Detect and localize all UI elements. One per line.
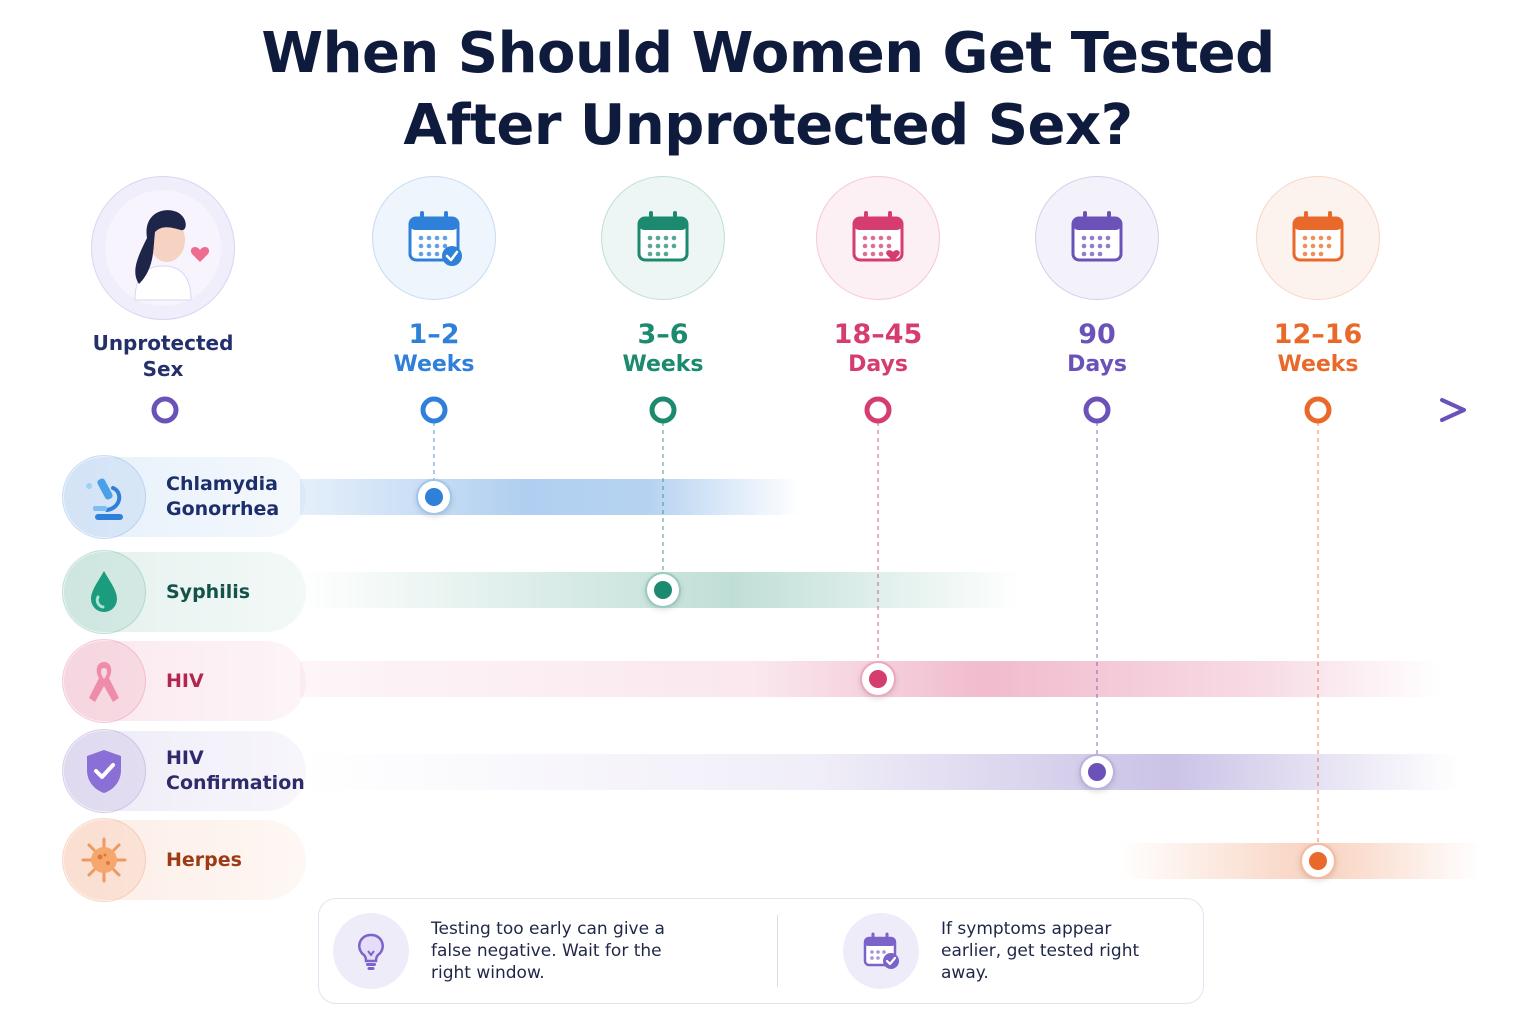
milestone-1-2-weeks: 1–2 Weeks xyxy=(339,176,529,380)
page-title: When Should Women Get Tested After Unpro… xyxy=(0,18,1536,162)
test-window-marker xyxy=(645,572,681,608)
milestone-unit: Days xyxy=(1067,352,1127,377)
tip-text: Testing too early can give a false negat… xyxy=(431,919,665,983)
disease-chlamydia-gonorrhea: Chlamydia Gonorrhea xyxy=(62,455,306,539)
shield-check-icon xyxy=(62,729,146,813)
milestone-value: 18–45 xyxy=(833,319,923,350)
disease-herpes: Herpes xyxy=(62,818,306,902)
awareness-ribbon-icon xyxy=(62,639,146,723)
calendar-icon xyxy=(1256,176,1380,300)
test-window-marker xyxy=(416,479,452,515)
milestone-value: 90 xyxy=(1078,319,1116,350)
calendar-check-icon xyxy=(372,176,496,300)
lightbulb-icon xyxy=(333,913,409,989)
calendar-icon xyxy=(601,176,725,300)
title-line-1: When Should Women Get Tested xyxy=(261,21,1275,86)
window-bar-chlamydia-gonorrhea xyxy=(300,479,800,515)
axis-arrow-icon xyxy=(1440,398,1466,422)
start-label: Unprotected Sex xyxy=(92,331,234,381)
timeline-node xyxy=(151,396,179,424)
milestone-unit: Weeks xyxy=(622,352,704,377)
test-window-marker xyxy=(860,661,896,697)
timeline-nodes xyxy=(151,396,1332,424)
tip-text: If symptoms appear earlier, get tested r… xyxy=(941,919,1140,983)
disease-label: Chlamydia Gonorrhea xyxy=(166,473,280,520)
milestone-unit: Weeks xyxy=(393,352,475,377)
disease-hiv-confirmation: HIV Confirmation xyxy=(62,729,306,813)
milestone-unit: Weeks xyxy=(1277,352,1359,377)
milestone-3-6-weeks: 3–6 Weeks xyxy=(568,176,758,380)
disease-syphilis: Syphilis xyxy=(62,550,306,634)
milestone-unit: Days xyxy=(848,352,908,377)
woman-heart-icon xyxy=(91,176,235,320)
calendar-heart-icon xyxy=(816,176,940,300)
calendar-check-icon xyxy=(843,913,919,989)
disease-label: HIV Confirmation xyxy=(166,747,305,794)
disease-label: HIV xyxy=(166,669,204,692)
milestone-value: 1–2 xyxy=(408,319,460,350)
milestone-start: Unprotected Sex xyxy=(68,176,258,382)
tip-false-negative: Testing too early can give a false negat… xyxy=(333,899,671,1003)
timeline-connectors xyxy=(433,422,1319,843)
milestone-90-days: 90 Days xyxy=(1002,176,1192,380)
milestone-value: 12–16 xyxy=(1273,319,1363,350)
milestone-18-45-days: 18–45 Days xyxy=(783,176,973,380)
title-line-2: After Unprotected Sex? xyxy=(403,93,1133,158)
disease-label: Herpes xyxy=(166,848,242,871)
microscope-icon xyxy=(62,455,146,539)
timeline-node xyxy=(1304,396,1332,424)
tips-panel: Testing too early can give a false negat… xyxy=(318,898,1204,1004)
timeline-node xyxy=(1083,396,1111,424)
calendar-icon xyxy=(1035,176,1159,300)
disease-hiv: HIV xyxy=(62,639,306,723)
timeline-node xyxy=(649,396,677,424)
test-window-marker xyxy=(1300,843,1336,879)
milestone-12-16-weeks: 12–16 Weeks xyxy=(1223,176,1413,380)
milestone-value: 3–6 xyxy=(637,319,689,350)
test-window-marker xyxy=(1079,754,1115,790)
window-bar-hiv-confirmation xyxy=(300,754,1460,790)
timeline-node xyxy=(420,396,448,424)
divider xyxy=(777,915,778,987)
virus-icon xyxy=(62,818,146,902)
timeline-node xyxy=(864,396,892,424)
droplet-icon xyxy=(62,550,146,634)
disease-label: Syphilis xyxy=(166,580,251,603)
tip-symptoms: If symptoms appear earlier, get tested r… xyxy=(843,899,1141,1003)
